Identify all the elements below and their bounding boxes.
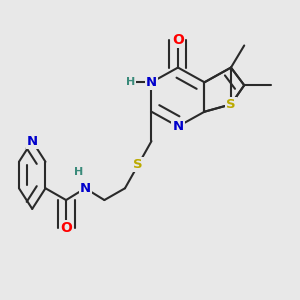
Text: H: H bbox=[74, 167, 83, 177]
Text: S: S bbox=[134, 158, 143, 171]
Text: N: N bbox=[80, 182, 91, 195]
Text: N: N bbox=[146, 76, 157, 89]
Text: O: O bbox=[172, 33, 184, 46]
Text: O: O bbox=[60, 221, 72, 235]
Text: H: H bbox=[126, 77, 136, 87]
Text: N: N bbox=[27, 135, 38, 148]
Text: S: S bbox=[226, 98, 236, 111]
Text: N: N bbox=[172, 120, 184, 133]
